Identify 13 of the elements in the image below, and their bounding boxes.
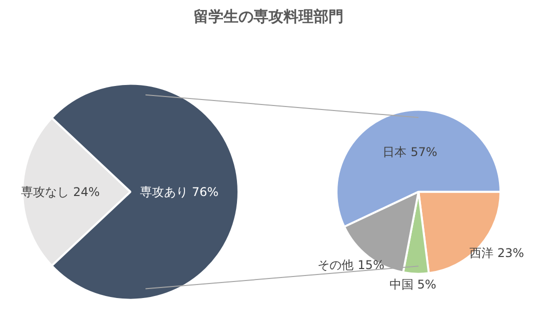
slice-label: その他	[318, 258, 354, 272]
slice-label: 西洋	[469, 246, 494, 260]
data-label: 24%	[73, 184, 100, 199]
text: 留学生の専攻料理部門	[194, 8, 344, 26]
data-label: 76%	[192, 184, 219, 199]
slice-label: 専攻あり	[140, 184, 188, 199]
data-label: 23%	[497, 246, 524, 260]
data-label: 57%	[410, 144, 438, 159]
slice-label: 専攻なし	[21, 184, 70, 199]
slice-label: 中国	[389, 278, 414, 292]
data-label: 5%	[417, 278, 436, 292]
slice-label: 日本	[382, 144, 407, 159]
data-label: 15%	[358, 258, 384, 272]
